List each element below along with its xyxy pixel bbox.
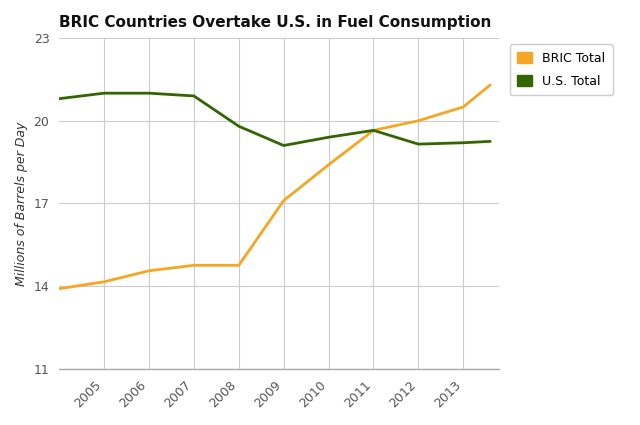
U.S. Total [324, 135, 332, 140]
U.S. Total [280, 143, 287, 148]
U.S. Total [145, 91, 153, 96]
BRIC Total [486, 82, 494, 88]
BRIC Total [324, 162, 332, 167]
BRIC Total [280, 198, 287, 203]
Y-axis label: Millions of Barrels per Day: Millions of Barrels per Day [15, 121, 28, 286]
U.S. Total [55, 96, 63, 101]
BRIC Total [415, 118, 422, 123]
U.S. Total [460, 140, 467, 145]
U.S. Total [190, 94, 198, 99]
Line: BRIC Total: BRIC Total [59, 85, 490, 289]
BRIC Total [55, 286, 63, 291]
U.S. Total [370, 128, 378, 133]
BRIC Total [145, 268, 153, 273]
BRIC Total [190, 263, 198, 268]
U.S. Total [415, 142, 422, 147]
BRIC Total [370, 128, 378, 133]
U.S. Total [486, 139, 494, 144]
U.S. Total [235, 124, 243, 129]
Text: BRIC Countries Overtake U.S. in Fuel Consumption: BRIC Countries Overtake U.S. in Fuel Con… [59, 15, 492, 30]
U.S. Total [100, 91, 108, 96]
Line: U.S. Total: U.S. Total [59, 93, 490, 145]
BRIC Total [235, 263, 243, 268]
BRIC Total [100, 279, 108, 284]
Legend: BRIC Total, U.S. Total: BRIC Total, U.S. Total [510, 44, 613, 95]
BRIC Total [460, 105, 467, 110]
